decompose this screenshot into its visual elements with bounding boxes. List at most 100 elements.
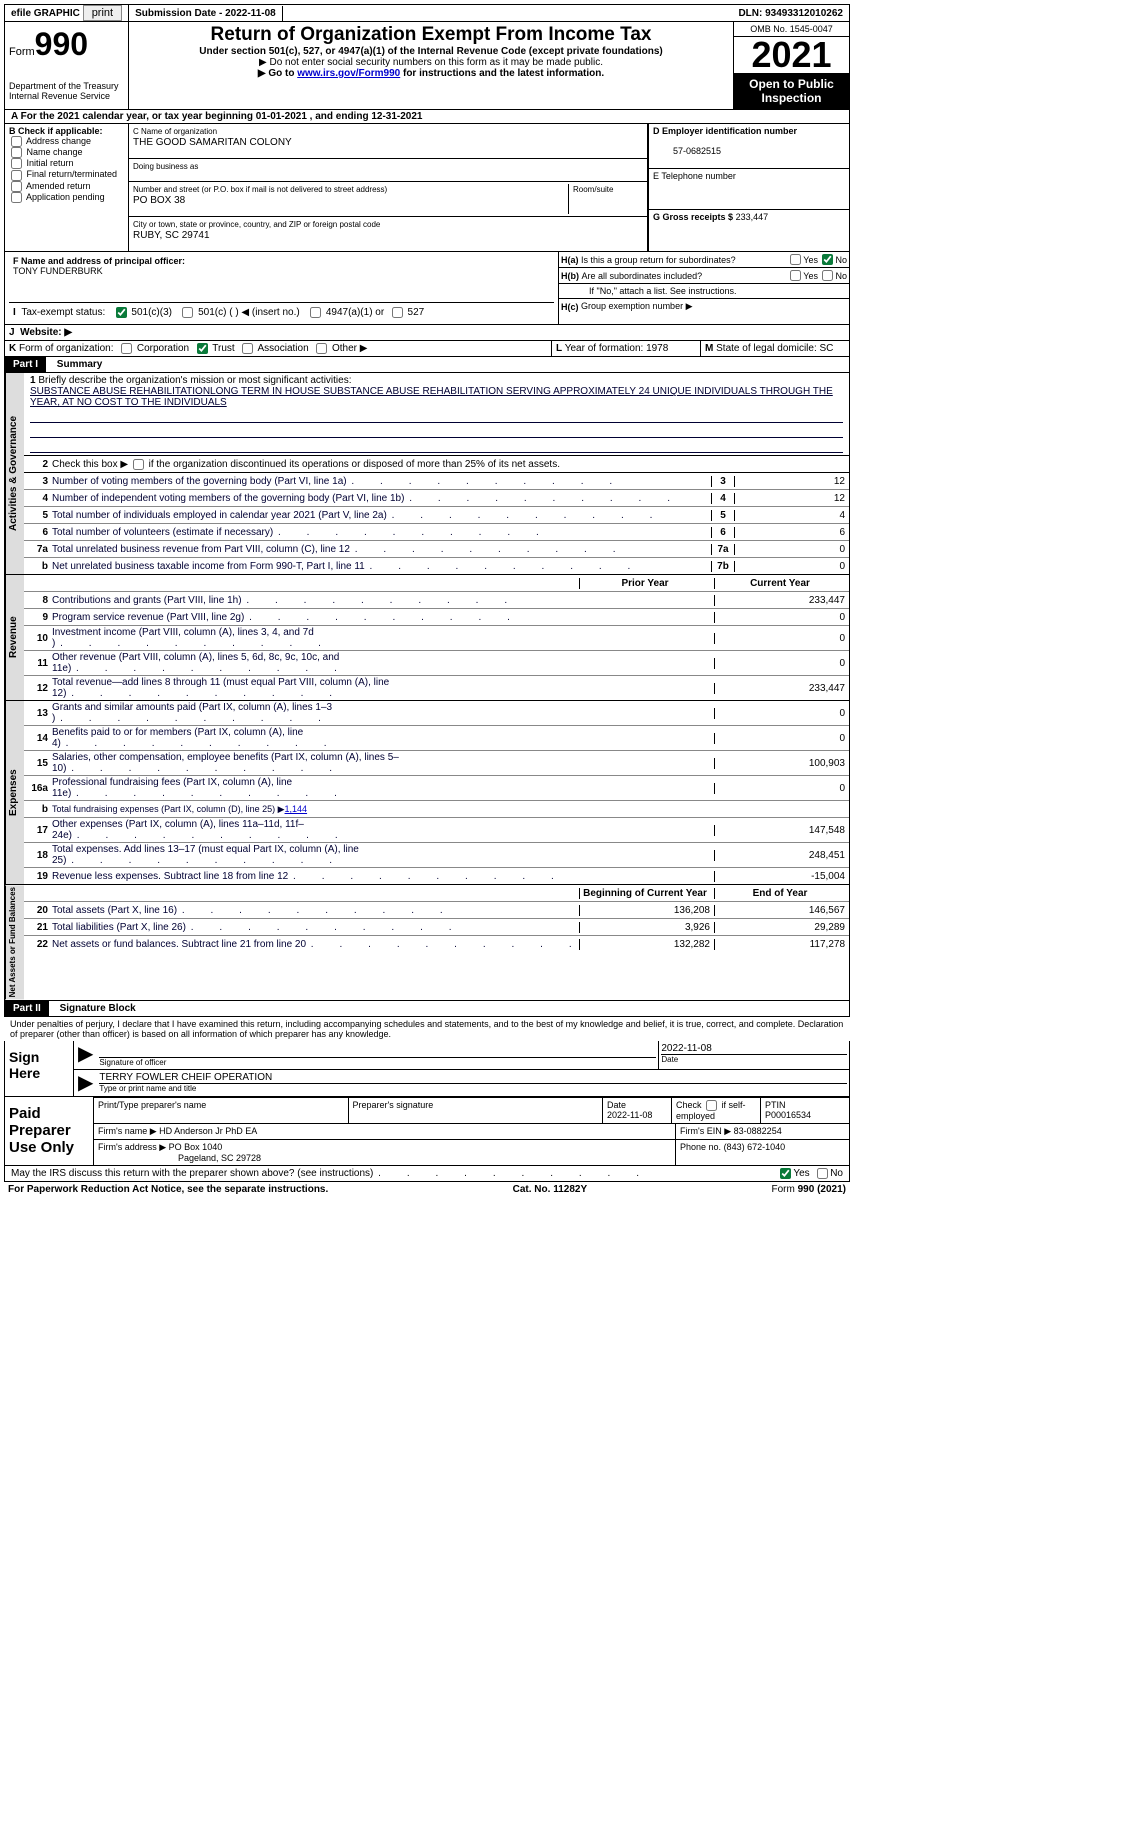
address-change-check[interactable] [11,136,22,147]
print-button[interactable]: print [83,5,122,21]
box-i: I Tax-exempt status: 501(c)(3) 501(c) ( … [9,303,554,322]
exp-row: b Total fundraising expenses (Part IX, c… [24,801,849,818]
net-row: 21 Total liabilities (Part X, line 26) 3… [24,919,849,936]
assoc-check[interactable] [242,343,253,354]
net-row: 22 Net assets or fund balances. Subtract… [24,936,849,952]
row-f-h: F Name and address of principal officer:… [4,252,850,325]
rev-row: 12 Total revenue—add lines 8 through 11 … [24,676,849,700]
net-label: Net Assets or Fund Balances [5,885,24,999]
box-c-dba: Doing business as [129,159,648,182]
org-name: THE GOOD SAMARITAN COLONY [133,137,292,148]
rev-row: 8 Contributions and grants (Part VIII, l… [24,592,849,609]
ein-value: 57-0682515 [653,146,721,156]
discontinued-check[interactable] [133,459,144,470]
exp-row: 19 Revenue less expenses. Subtract line … [24,868,849,884]
initial-return-check[interactable] [11,158,22,169]
ha-yes-check[interactable] [790,254,801,265]
net-assets-section: Net Assets or Fund Balances Beginning of… [4,885,850,1000]
header-boxes: B Check if applicable: Address change Na… [4,124,850,252]
subtitle-1: Under section 501(c), 527, or 4947(a)(1)… [137,46,725,57]
rev-label: Revenue [5,575,24,700]
gov-row: 3 Number of voting members of the govern… [24,473,849,490]
open-inspection: Open to PublicInspection [734,73,849,109]
row-klm: K Form of organization: Corporation Trus… [4,341,850,357]
exp-row: 14 Benefits paid to or for members (Part… [24,726,849,751]
net-row: 20 Total assets (Part X, line 16) 136,20… [24,902,849,919]
final-return-check[interactable] [11,170,22,181]
exp-row: 16a Professional fundraising fees (Part … [24,776,849,801]
row-j: J Website: ▶ [4,325,850,341]
efile-label: efile GRAPHIC print [5,5,129,21]
name-change-check[interactable] [11,147,22,158]
gov-row: 6 Total number of volunteers (estimate i… [24,524,849,541]
subtitle-2: ▶ Do not enter social security numbers o… [137,57,725,68]
gov-row: 7a Total unrelated business revenue from… [24,541,849,558]
sign-date: 2022-11-08 [661,1043,847,1054]
net-col-headers: Beginning of Current Year End of Year [24,885,849,902]
name-label: Type or print name and title [99,1083,847,1093]
mission: 1 Briefly describe the organization's mi… [24,373,849,456]
form-number: 990 [35,26,88,62]
irs-link[interactable]: www.irs.gov/Form990 [297,68,400,79]
self-employed-check[interactable] [706,1100,717,1111]
sign-here-label: Sign Here [5,1041,74,1096]
box-l: L Year of formation: 1978 [551,341,700,356]
box-e: E Telephone number [649,169,849,210]
gov-row: 4 Number of independent voting members o… [24,490,849,507]
trust-check[interactable] [197,343,208,354]
dept-label: Department of the TreasuryInternal Reven… [9,81,124,101]
submission-date: Submission Date - 2022-11-08 [129,6,283,21]
line-a: A For the 2021 calendar year, or tax yea… [4,110,850,124]
box-c-name: C Name of organization THE GOOD SAMARITA… [129,124,648,159]
subtitle-3: ▶ Go to www.irs.gov/Form990 for instruct… [137,68,725,79]
exp-row: 15 Salaries, other compensation, employe… [24,751,849,776]
paid-prep-label: PaidPreparerUse Only [5,1097,94,1165]
declaration-text: Under penalties of perjury, I declare th… [4,1017,850,1041]
hb-yes-check[interactable] [790,270,801,281]
box-h: H(a) Is this a group return for subordin… [559,252,849,324]
footer-discuss: May the IRS discuss this return with the… [4,1166,850,1182]
gov-row: 5 Total number of individuals employed i… [24,507,849,524]
sig-officer-label: Signature of officer [99,1057,656,1067]
expenses-section: Expenses 13 Grants and similar amounts p… [4,701,850,885]
box-k: K Form of organization: Corporation Trus… [5,341,551,356]
line-2: 2 Check this box ▶ if the organization d… [24,456,849,473]
discuss-no-check[interactable] [817,1168,828,1179]
ha-no-check[interactable] [822,254,833,265]
box-m: M State of legal domicile: SC [700,341,849,356]
part2-header: Part II Signature Block [4,1001,850,1017]
exp-label: Expenses [5,701,24,884]
arrow-icon: ▶ [74,1070,97,1096]
amended-return-check[interactable] [11,181,22,192]
rev-row: 9 Program service revenue (Part VIII, li… [24,609,849,626]
dln: DLN: 93493312010262 [732,6,849,21]
501c-check[interactable] [182,307,193,318]
box-c-street: Number and street (or P.O. box if mail i… [129,182,648,217]
box-f: F Name and address of principal officer:… [9,254,554,303]
sign-here: Sign Here ▶ Signature of officer 2022-11… [4,1041,850,1097]
revenue-section: Revenue Prior Year Current Year 8 Contri… [4,575,850,701]
box-d: D Employer identification number 57-0682… [649,124,849,169]
form-header: Form990 Department of the TreasuryIntern… [4,22,850,110]
app-pending-check[interactable] [11,192,22,203]
top-bar: efile GRAPHIC print Submission Date - 20… [4,4,850,22]
governance-section: Activities & Governance 1 Briefly descri… [4,373,850,575]
exp-row: 17 Other expenses (Part IX, column (A), … [24,818,849,843]
527-check[interactable] [392,307,403,318]
corp-check[interactable] [121,343,132,354]
exp-row: 18 Total expenses. Add lines 13–17 (must… [24,843,849,868]
form-label: Form [9,46,35,58]
gov-label: Activities & Governance [5,373,24,574]
tax-year: 2021 [734,37,849,73]
hb-no-check[interactable] [822,270,833,281]
discuss-yes-check[interactable] [780,1168,791,1179]
footer-final: For Paperwork Reduction Act Notice, see … [4,1182,850,1197]
paid-preparer: PaidPreparerUse Only Print/Type preparer… [4,1097,850,1166]
501c3-check[interactable] [116,307,127,318]
rev-row: 10 Investment income (Part VIII, column … [24,626,849,651]
other-check[interactable] [316,343,327,354]
4947-check[interactable] [310,307,321,318]
exp-row: 13 Grants and similar amounts paid (Part… [24,701,849,726]
box-g: G Gross receipts $ 233,447 [649,210,849,244]
box-c-city: City or town, state or province, country… [129,217,648,251]
